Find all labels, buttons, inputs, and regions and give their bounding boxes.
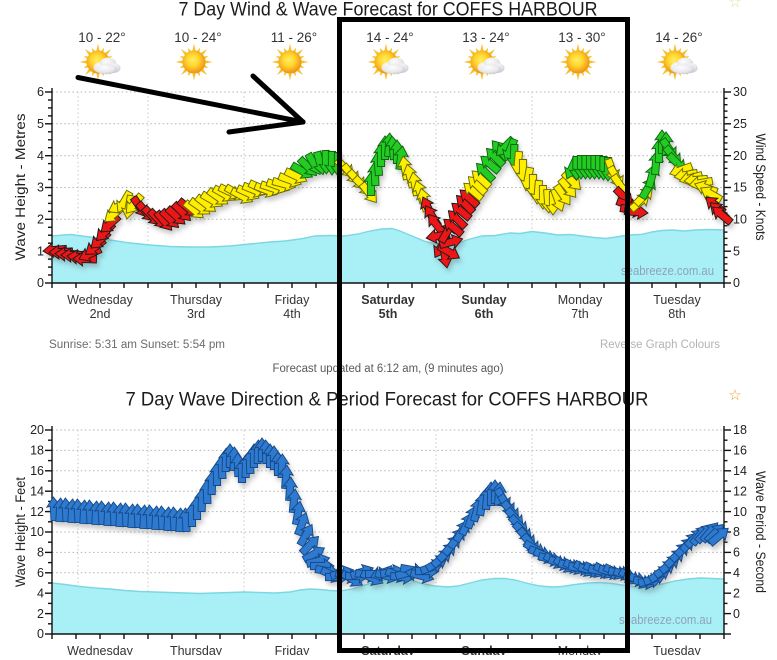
svg-text:Friday: Friday: [275, 644, 310, 655]
svg-text:25: 25: [733, 117, 747, 131]
svg-text:Wave Height - Feet: Wave Height - Feet: [13, 477, 28, 587]
svg-text:Wednesday: Wednesday: [67, 644, 134, 655]
svg-text:2: 2: [37, 607, 44, 621]
svg-text:5: 5: [37, 117, 44, 131]
svg-text:6: 6: [733, 546, 740, 560]
svg-text:10 - 24°: 10 - 24°: [174, 30, 221, 45]
svg-text:30: 30: [733, 85, 747, 99]
svg-text:4: 4: [37, 149, 44, 163]
svg-text:8th: 8th: [668, 307, 685, 321]
svg-text:2nd: 2nd: [90, 307, 111, 321]
svg-text:Reverse Graph Colours: Reverse Graph Colours: [600, 339, 720, 351]
svg-text:10: 10: [733, 505, 747, 519]
svg-text:14 - 24°: 14 - 24°: [366, 30, 413, 45]
svg-text:12: 12: [30, 505, 44, 519]
svg-text:0: 0: [37, 627, 44, 641]
svg-text:3: 3: [37, 181, 44, 195]
svg-text:Monday: Monday: [558, 293, 603, 307]
svg-text:Tuesday: Tuesday: [653, 293, 701, 307]
svg-text:Thursday: Thursday: [170, 293, 223, 307]
svg-text:0: 0: [37, 276, 44, 290]
svg-text:1: 1: [37, 244, 44, 258]
svg-text:6: 6: [37, 85, 44, 99]
svg-text:18: 18: [30, 444, 44, 458]
svg-text:☆: ☆: [728, 0, 741, 11]
svg-text:seabreeze.com.au: seabreeze.com.au: [619, 613, 712, 627]
svg-text:Friday: Friday: [275, 293, 310, 307]
svg-text:7 Day Wind & Wave Forecast for: 7 Day Wind & Wave Forecast for COFFS HAR…: [179, 0, 598, 21]
svg-text:0: 0: [733, 607, 740, 621]
svg-text:Sunrise: 5:31 am Sunset: 5:54: Sunrise: 5:31 am Sunset: 5:54 pm: [49, 339, 225, 351]
svg-text:6: 6: [37, 566, 44, 580]
svg-text:☆: ☆: [728, 387, 741, 404]
svg-text:11 - 26°: 11 - 26°: [271, 30, 317, 45]
svg-text:6th: 6th: [475, 307, 494, 321]
svg-text:2: 2: [733, 586, 740, 600]
svg-text:16: 16: [30, 464, 44, 478]
svg-text:14: 14: [30, 484, 44, 498]
svg-text:Wave Height - Metres: Wave Height - Metres: [13, 113, 28, 260]
svg-text:5th: 5th: [379, 307, 398, 321]
svg-text:Forecast updated at 6:12 am, (: Forecast updated at 6:12 am, (9 minutes …: [273, 363, 504, 375]
svg-text:14: 14: [733, 464, 747, 478]
svg-text:3rd: 3rd: [187, 307, 205, 321]
svg-text:8: 8: [733, 525, 740, 539]
svg-text:5: 5: [733, 244, 740, 258]
svg-text:8: 8: [37, 546, 44, 560]
svg-text:Sunday: Sunday: [461, 293, 506, 307]
svg-text:4th: 4th: [283, 307, 300, 321]
svg-text:10: 10: [733, 213, 747, 227]
svg-text:Wednesday: Wednesday: [67, 293, 134, 307]
svg-text:7th: 7th: [571, 307, 588, 321]
svg-text:0: 0: [733, 276, 740, 290]
svg-text:4: 4: [37, 586, 44, 600]
svg-text:13 - 30°: 13 - 30°: [558, 30, 605, 45]
svg-text:12: 12: [733, 484, 747, 498]
svg-text:4: 4: [733, 566, 740, 580]
svg-text:10 - 22°: 10 - 22°: [78, 30, 125, 45]
svg-text:20: 20: [30, 423, 44, 437]
svg-text:Thursday: Thursday: [170, 644, 223, 655]
svg-text:14 - 26°: 14 - 26°: [655, 30, 702, 45]
svg-text:Wind Speed - Knots: Wind Speed - Knots: [753, 134, 768, 241]
svg-text:18: 18: [733, 423, 747, 437]
svg-text:Saturday: Saturday: [361, 293, 415, 307]
svg-text:2: 2: [37, 213, 44, 227]
svg-text:Wave Period - Second: Wave Period - Second: [753, 471, 768, 593]
svg-text:20: 20: [733, 149, 747, 163]
svg-text:10: 10: [30, 525, 44, 539]
svg-text:7 Day Wave Direction & Period: 7 Day Wave Direction & Period Forecast f…: [126, 390, 649, 411]
svg-text:Tuesday: Tuesday: [653, 644, 701, 655]
svg-text:13 - 24°: 13 - 24°: [462, 30, 509, 45]
svg-text:16: 16: [733, 444, 747, 458]
svg-text:seabreeze.com.au: seabreeze.com.au: [621, 264, 714, 278]
svg-text:15: 15: [733, 181, 747, 195]
